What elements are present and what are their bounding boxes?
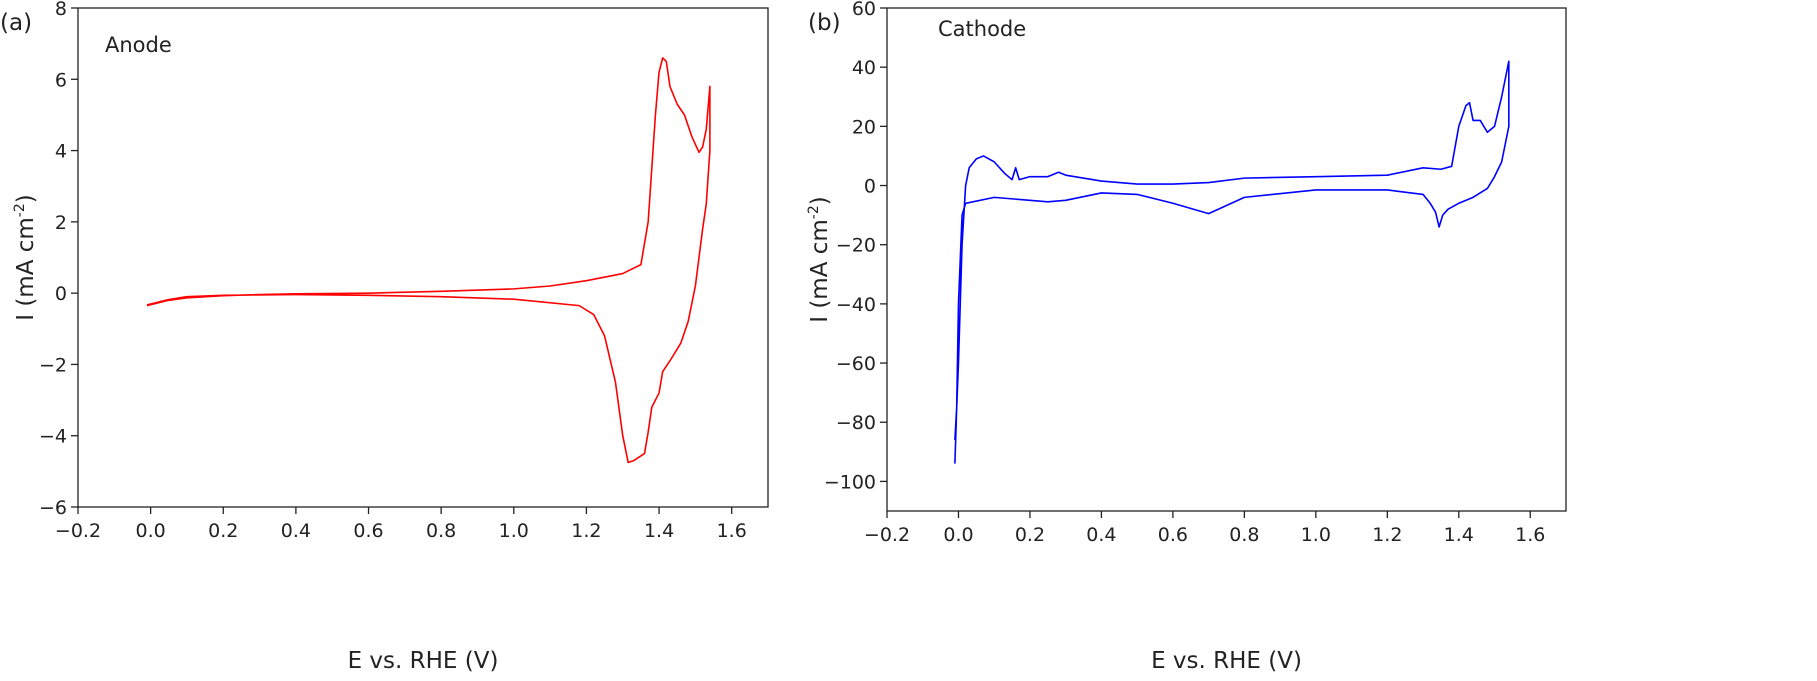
plot-frame bbox=[77, 7, 769, 508]
annotation: Anode bbox=[105, 33, 172, 57]
panel-label: (b) bbox=[808, 10, 841, 36]
x-tick-label: −0.2 bbox=[55, 520, 101, 542]
y-label-exponent: -2 bbox=[12, 203, 28, 217]
panel: −0.2 0.0 0.2 0.4 0.6 0.8 1.0 1.2 1.4 1.6 −100 −80 −6… bbox=[806, 0, 1567, 674]
y-tick-label: −2 bbox=[39, 354, 67, 376]
y-axis-label: I (mA cm-2) bbox=[12, 194, 39, 321]
x-tick-label: 1.6 bbox=[717, 520, 747, 542]
x-tick-label: 1.6 bbox=[1515, 524, 1545, 546]
y-tick-label: −40 bbox=[836, 294, 876, 316]
y-tick-label: 8 bbox=[55, 0, 67, 20]
x-tick-label: 1.2 bbox=[571, 520, 601, 542]
panel: −0.2 0.0 0.2 0.4 0.6 0.8 1.0 1.2 1.4 1.6 −6 −4 −2 0 2 4… bbox=[0, 0, 769, 674]
x-tick-label: 1.0 bbox=[1301, 524, 1331, 546]
y-label-text: I (mA cm bbox=[807, 219, 833, 323]
x-tick-label: 0.4 bbox=[281, 520, 311, 542]
annotation: Cathode bbox=[938, 17, 1026, 41]
x-tick-label: 0.2 bbox=[208, 520, 238, 542]
x-tick-label: 1.0 bbox=[499, 520, 529, 542]
x-tick-label: 0.0 bbox=[136, 520, 166, 542]
plot-frame bbox=[886, 7, 1567, 512]
y-label-text: I (mA cm bbox=[13, 217, 39, 321]
x-axis-label: E vs. RHE (V) bbox=[1151, 648, 1302, 674]
x-tick-label: 0.8 bbox=[1229, 524, 1259, 546]
x-tick-label: 1.4 bbox=[644, 520, 674, 542]
y-label-exponent: -2 bbox=[806, 205, 822, 219]
panel-label: (a) bbox=[0, 10, 32, 36]
x-tick-label: 1.4 bbox=[1444, 524, 1474, 546]
x-tick-label: 0.0 bbox=[943, 524, 973, 546]
y-tick-label: 0 bbox=[864, 176, 876, 198]
y-tick-label: 2 bbox=[55, 212, 67, 234]
y-axis-label: I (mA cm-2) bbox=[806, 196, 833, 323]
y-tick-label: 0 bbox=[55, 283, 67, 305]
x-tick-label: 0.6 bbox=[1158, 524, 1188, 546]
x-tick-label: 1.2 bbox=[1372, 524, 1402, 546]
y-tick-label: −20 bbox=[836, 235, 876, 257]
y-label-close: ) bbox=[807, 196, 833, 205]
y-tick-label: 40 bbox=[852, 57, 876, 79]
x-tick-label: 0.6 bbox=[353, 520, 383, 542]
y-tick-label: −100 bbox=[824, 471, 876, 493]
x-tick-label: −0.2 bbox=[864, 524, 910, 546]
y-tick-label: −60 bbox=[836, 353, 876, 375]
x-tick-label: 0.4 bbox=[1086, 524, 1116, 546]
cv-curve bbox=[146, 57, 711, 464]
y-tick-label: −80 bbox=[836, 412, 876, 434]
y-tick-label: 4 bbox=[55, 141, 67, 163]
y-tick-label: −4 bbox=[39, 426, 67, 448]
y-tick-label: 60 bbox=[852, 0, 876, 20]
x-axis-label: E vs. RHE (V) bbox=[348, 648, 499, 674]
y-tick-label: 20 bbox=[852, 116, 876, 138]
x-tick-label: 0.8 bbox=[426, 520, 456, 542]
x-tick-label: 0.2 bbox=[1015, 524, 1045, 546]
cv-curve bbox=[954, 60, 1510, 464]
y-label-close: ) bbox=[13, 194, 39, 203]
y-tick-label: −6 bbox=[39, 497, 67, 519]
y-tick-label: 6 bbox=[55, 69, 67, 91]
